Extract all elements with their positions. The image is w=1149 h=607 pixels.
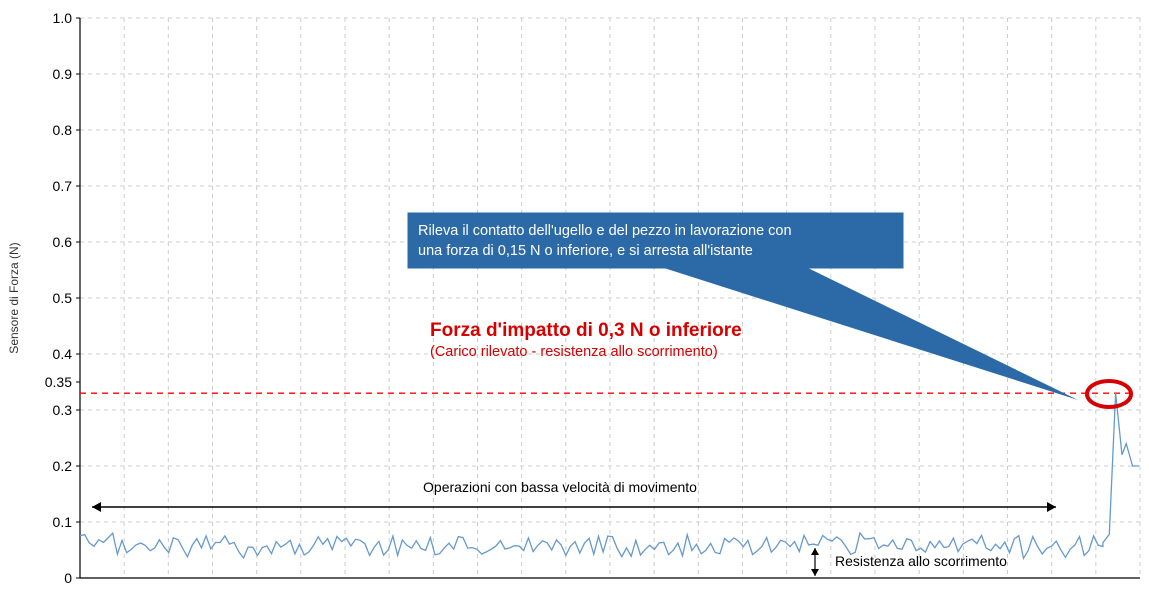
ytick-label: 0.3 [53,402,73,418]
ytick-label: 0.5 [53,290,73,306]
callout-text-1: Rileva il contatto dell'ugello e del pez… [418,223,792,239]
ytick-label: 0.6 [53,234,73,250]
ytick-label: 0.7 [53,178,73,194]
ytick-label: 0.8 [53,122,73,138]
impact-force-title: Forza d'impatto di 0,3 N o inferiore [430,320,742,341]
callout-box [408,213,903,268]
low-speed-label: Operazioni con bassa velocità di movimen… [423,479,697,495]
ytick-label: 0.4 [53,346,73,362]
impact-force-subtitle: (Carico rilevato - resistenza allo scorr… [430,344,718,360]
ytick-label: 0.2 [53,458,73,474]
ytick-label: 0 [64,570,72,586]
y-axis-label: Sensore di Forza (N) [7,242,21,353]
callout-text-2: una forza di 0,15 N o inferiore, e si ar… [418,243,753,259]
ytick-label: 0.35 [45,374,72,390]
ytick-label: 1.0 [53,10,73,26]
ytick-label: 0.1 [53,514,73,530]
slip-label: Resistenza allo scorrimento [835,553,1007,569]
chart-bg [0,0,1149,607]
force-sensor-chart: 0 0.1 0.2 0.3 0.35 0.4 0.5 0.6 0.7 0.8 0.9 1.0 Senso… [0,0,1149,607]
ytick-label: 0.9 [53,66,73,82]
